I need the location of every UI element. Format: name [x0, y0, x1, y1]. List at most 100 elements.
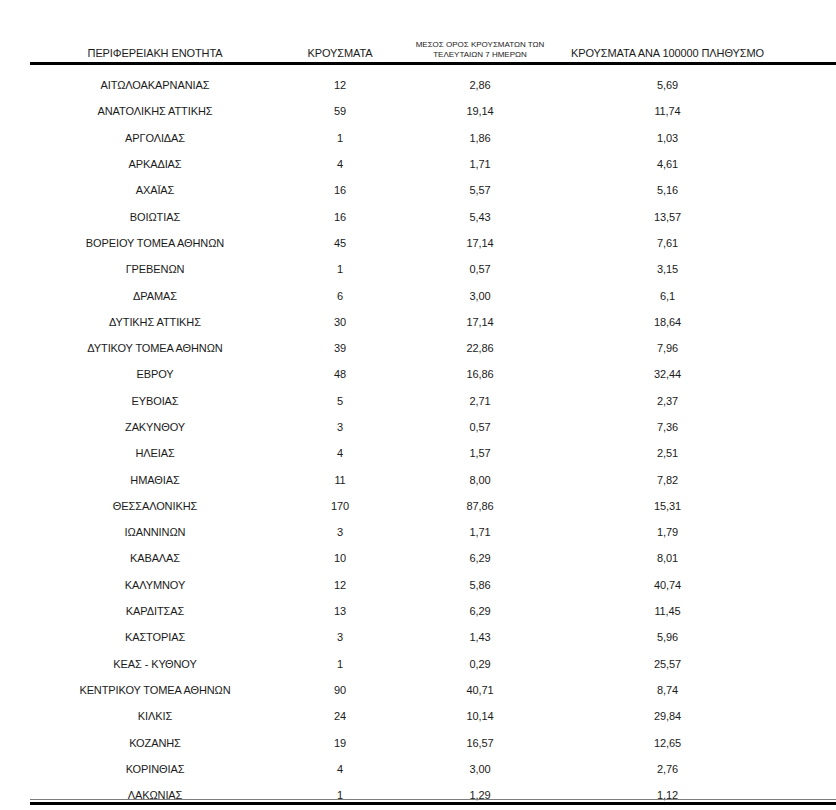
table-row: ΔΥΤΙΚΗΣ ΑΤΤΙΚΗΣ 30 17,14 18,64 [30, 309, 836, 335]
avg7-value: 1,71 [400, 526, 560, 538]
table-row: ΗΜΑΘΙΑΣ 11 8,00 7,82 [30, 466, 836, 492]
per100k-value: 11,74 [560, 105, 775, 117]
table-row: ΑΙΤΩΛΟΑΚΑΡΝΑΝΙΑΣ 12 2,86 5,69 [30, 72, 836, 98]
per100k-value: 15,31 [560, 500, 775, 512]
cases-value: 3 [280, 421, 400, 433]
table-row: ΑΧΑΪΑΣ 16 5,57 5,16 [30, 177, 836, 203]
per100k-value: 1,79 [560, 526, 775, 538]
cases-value: 90 [280, 684, 400, 696]
avg7-value: 2,86 [400, 79, 560, 91]
region-name: ΑΙΤΩΛΟΑΚΑΡΝΑΝΙΑΣ [30, 79, 280, 91]
per100k-value: 4,61 [560, 158, 775, 170]
region-name: ΔΡΑΜΑΣ [30, 290, 280, 302]
table-row: ΚΑΒΑΛΑΣ 10 6,29 8,01 [30, 545, 836, 571]
per100k-value: 2,51 [560, 447, 775, 459]
table-row: ΑΝΑΤΟΛΙΚΗΣ ΑΤΤΙΚΗΣ 59 19,14 11,74 [30, 98, 836, 124]
table-row: ΚΑΛΥΜΝΟΥ 12 5,86 40,74 [30, 572, 836, 598]
region-name: ΚΑΛΥΜΝΟΥ [30, 579, 280, 591]
cases-value: 4 [280, 763, 400, 775]
per100k-value: 32,44 [560, 368, 775, 380]
cases-value: 3 [280, 526, 400, 538]
region-name: ΑΝΑΤΟΛΙΚΗΣ ΑΤΤΙΚΗΣ [30, 105, 280, 117]
per100k-value: 2,76 [560, 763, 775, 775]
table-row: ΖΑΚΥΝΘΟΥ 3 0,57 7,36 [30, 414, 836, 440]
region-name: ΔΥΤΙΚΟΥ ΤΟΜΕΑ ΑΘΗΝΩΝ [30, 342, 280, 354]
region-name: ΚΑΒΑΛΑΣ [30, 552, 280, 564]
avg7-value: 6,29 [400, 605, 560, 617]
avg7-value: 10,14 [400, 710, 560, 722]
avg7-value: 16,86 [400, 368, 560, 380]
avg7-value: 40,71 [400, 684, 560, 696]
cases-value: 6 [280, 290, 400, 302]
per100k-value: 7,82 [560, 474, 775, 486]
cases-value: 1 [280, 658, 400, 670]
per100k-value: 7,36 [560, 421, 775, 433]
table-row: ΔΡΑΜΑΣ 6 3,00 6,1 [30, 282, 836, 308]
cases-value: 10 [280, 552, 400, 564]
table-row: ΚΟΡΙΝΘΙΑΣ 4 3,00 2,76 [30, 756, 836, 782]
table-row: ΚΑΡΔΙΤΣΑΣ 13 6,29 11,45 [30, 598, 836, 624]
region-name: ΑΧΑΪΑΣ [30, 184, 280, 196]
table-header-row: ΠΕΡΙΦΕΡΕΙΑΚΗ ΕΝΟΤΗΤΑ ΚΡΟΥΣΜΑΤΑ ΜΕΣΟΣ ΟΡΟ… [30, 0, 836, 65]
per100k-value: 5,69 [560, 79, 775, 91]
per100k-value: 8,01 [560, 552, 775, 564]
avg7-value: 19,14 [400, 105, 560, 117]
region-name: ΑΡΚΑΔΙΑΣ [30, 158, 280, 170]
avg7-value: 5,86 [400, 579, 560, 591]
cases-value: 4 [280, 447, 400, 459]
avg7-value: 1,57 [400, 447, 560, 459]
per100k-value: 5,16 [560, 184, 775, 196]
avg7-value: 17,14 [400, 237, 560, 249]
region-name: ΚΕΝΤΡΙΚΟΥ ΤΟΜΕΑ ΑΘΗΝΩΝ [30, 684, 280, 696]
region-name: ΖΑΚΥΝΘΟΥ [30, 421, 280, 433]
avg7-value: 5,43 [400, 211, 560, 223]
cases-value: 12 [280, 79, 400, 91]
cases-value: 45 [280, 237, 400, 249]
avg7-value: 3,00 [400, 763, 560, 775]
cases-value: 24 [280, 710, 400, 722]
region-name: ΘΕΣΣΑΛΟΝΙΚΗΣ [30, 500, 280, 512]
per100k-value: 7,96 [560, 342, 775, 354]
cases-value: 19 [280, 737, 400, 749]
column-header-region: ΠΕΡΙΦΕΡΕΙΑΚΗ ΕΝΟΤΗΤΑ [30, 47, 280, 59]
per100k-value: 12,65 [560, 737, 775, 749]
avg7-value: 87,86 [400, 500, 560, 512]
per100k-value: 40,74 [560, 579, 775, 591]
avg7-value: 1,43 [400, 631, 560, 643]
region-name: ΕΥΒΟΙΑΣ [30, 395, 280, 407]
avg7-value: 1,71 [400, 158, 560, 170]
per100k-value: 8,74 [560, 684, 775, 696]
region-name: ΒΟΙΩΤΙΑΣ [30, 211, 280, 223]
region-name: ΙΩΑΝΝΙΝΩΝ [30, 526, 280, 538]
bottom-rule-thin [30, 799, 836, 800]
cases-value: 1 [280, 263, 400, 275]
cases-value: 12 [280, 579, 400, 591]
region-name: ΔΥΤΙΚΗΣ ΑΤΤΙΚΗΣ [30, 316, 280, 328]
cases-value: 16 [280, 211, 400, 223]
per100k-value: 11,45 [560, 605, 775, 617]
bottom-rule-thick [30, 802, 836, 806]
cases-value: 3 [280, 631, 400, 643]
region-name: ΗΜΑΘΙΑΣ [30, 474, 280, 486]
table-row: ΒΟΙΩΤΙΑΣ 16 5,43 13,57 [30, 203, 836, 229]
cases-value: 13 [280, 605, 400, 617]
table-row: ΕΒΡΟΥ 48 16,86 32,44 [30, 361, 836, 387]
column-header-avg7-line1: ΜΕΣΟΣ ΟΡΟΣ ΚΡΟΥΣΜΑΤΩΝ ΤΩΝ [400, 40, 560, 50]
avg7-value: 3,00 [400, 290, 560, 302]
per100k-value: 18,64 [560, 316, 775, 328]
cases-value: 11 [280, 474, 400, 486]
cases-value: 4 [280, 158, 400, 170]
column-header-avg7: ΜΕΣΟΣ ΟΡΟΣ ΚΡΟΥΣΜΑΤΩΝ ΤΩΝ ΤΕΛΕΥΤΑΙΩΝ 7 Η… [400, 40, 560, 59]
per100k-value: 6,1 [560, 290, 775, 302]
table-row: ΚΑΣΤΟΡΙΑΣ 3 1,43 5,96 [30, 624, 836, 650]
region-name: ΓΡΕΒΕΝΩΝ [30, 263, 280, 275]
per100k-value: 13,57 [560, 211, 775, 223]
avg7-value: 8,00 [400, 474, 560, 486]
per100k-value: 1,03 [560, 132, 775, 144]
avg7-value: 17,14 [400, 316, 560, 328]
per100k-value: 25,57 [560, 658, 775, 670]
cases-value: 59 [280, 105, 400, 117]
region-name: ΚΟΖΑΝΗΣ [30, 737, 280, 749]
avg7-value: 0,57 [400, 263, 560, 275]
per100k-value: 3,15 [560, 263, 775, 275]
